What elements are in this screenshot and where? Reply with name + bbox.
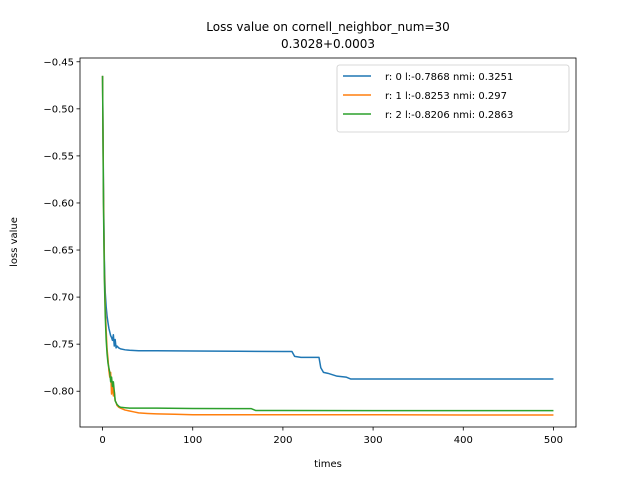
y-tick-label: −0.80	[43, 387, 74, 398]
plot-area: 0 100 200 300 400 500 −0.45 −0.50 −0.55 −0.60 −0.6…	[43, 57, 577, 446]
legend: r: 0 l:-0.7868 nmi: 0.3251 r: 1 l:-0.8253…	[336, 64, 570, 133]
x-tick-label: 0	[99, 435, 105, 446]
y-tick-label: −0.60	[43, 198, 74, 209]
legend-label-1: r: 1 l:-0.8253 nmi: 0.297	[385, 91, 507, 102]
axes-frame	[79, 57, 577, 428]
x-tick-label: 200	[273, 435, 292, 446]
x-tick-label: 400	[454, 435, 473, 446]
legend-label-2: r: 2 l:-0.8206 nmi: 0.2863	[385, 110, 513, 121]
x-tick-label: 300	[364, 435, 383, 446]
x-tick-label: 500	[544, 435, 563, 446]
chart-title: Loss value on cornell_neighbor_num=30	[206, 20, 449, 34]
series-line-2	[101, 75, 554, 412]
series-line-0	[101, 75, 554, 380]
y-tick-label: −0.70	[43, 293, 74, 304]
x-tick-label: 100	[183, 435, 202, 446]
y-tick-label: −0.50	[43, 104, 74, 115]
x-axis-label: times	[314, 459, 342, 470]
y-tick-label: −0.45	[43, 57, 74, 68]
chart-subtitle: 0.3028+0.0003	[281, 37, 375, 51]
legend-label-0: r: 0 l:-0.7868 nmi: 0.3251	[385, 72, 513, 83]
y-axis-label: loss value	[9, 217, 20, 267]
y-tick-label: −0.65	[43, 246, 74, 257]
y-tick-label: −0.75	[43, 340, 74, 351]
y-tick-label: −0.55	[43, 151, 74, 162]
legend-box	[336, 64, 570, 133]
